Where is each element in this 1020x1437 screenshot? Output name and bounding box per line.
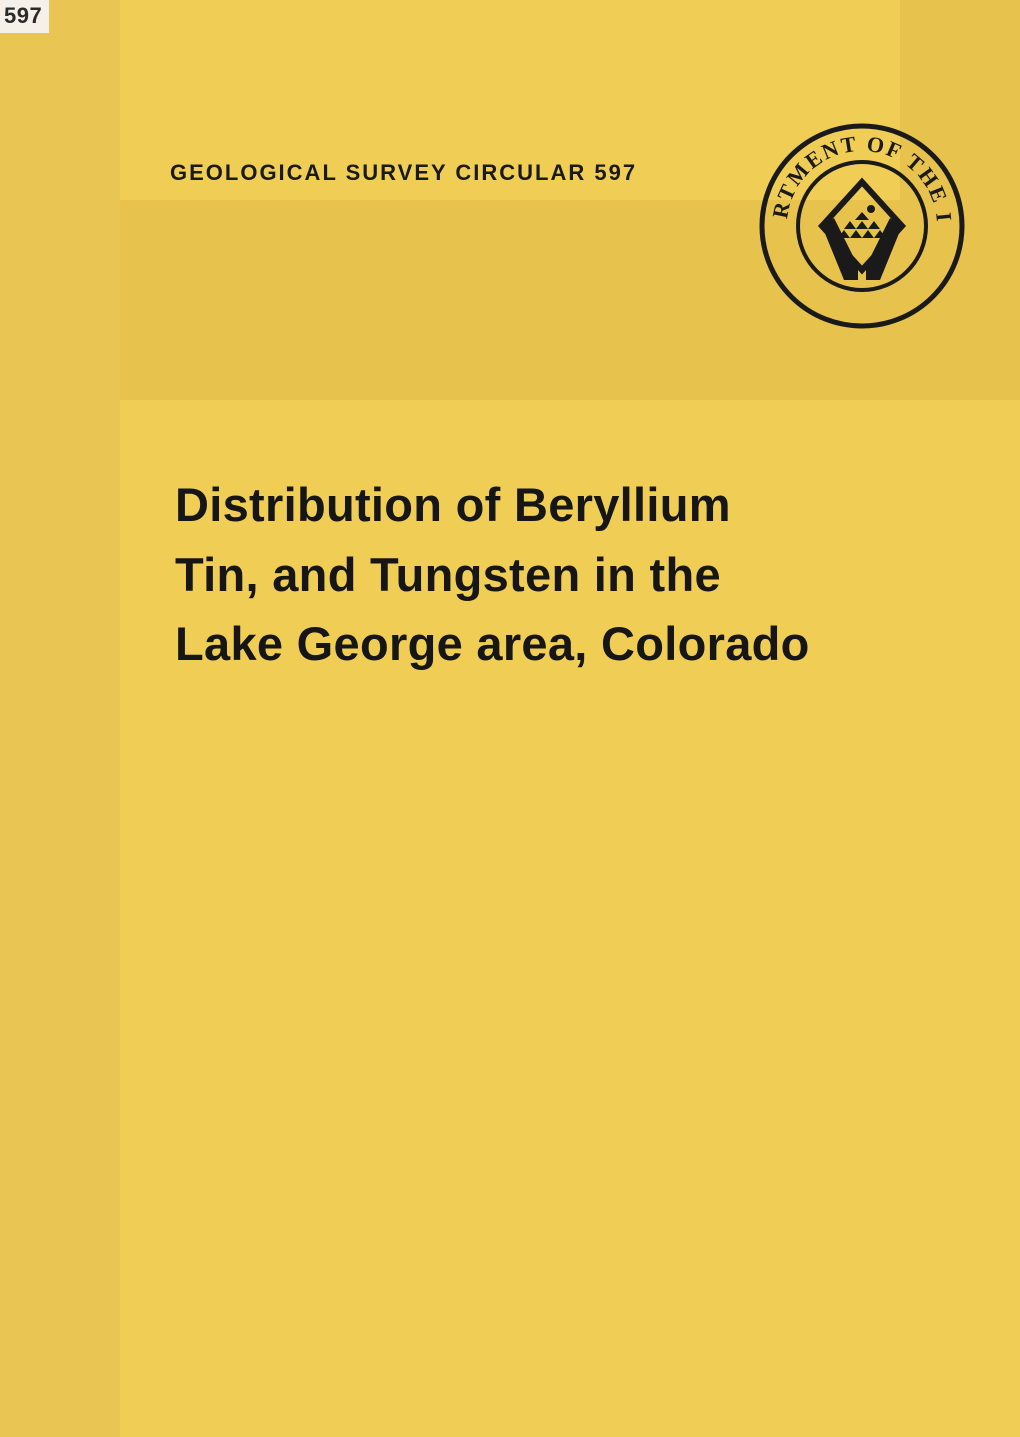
- document-number-tag: 597: [0, 0, 49, 33]
- document-cover: 597 GEOLOGICAL SURVEY CIRCULAR 597 U.S. …: [0, 0, 1020, 1437]
- document-title: Distribution of Beryllium Tin, and Tungs…: [175, 470, 955, 679]
- department-seal-icon: U.S. DEPARTMENT OF THE INTERIOR: [759, 123, 965, 329]
- svg-text:U.S. DEPARTMENT OF THE INTERIO: U.S. DEPARTMENT OF THE INTERIOR: [759, 123, 957, 224]
- series-label: GEOLOGICAL SURVEY CIRCULAR 597: [170, 160, 637, 186]
- spine-margin: [0, 0, 120, 1437]
- title-line-3: Lake George area, Colorado: [175, 617, 810, 670]
- title-line-1: Distribution of Beryllium: [175, 478, 731, 531]
- title-line-2: Tin, and Tungsten in the: [175, 548, 721, 601]
